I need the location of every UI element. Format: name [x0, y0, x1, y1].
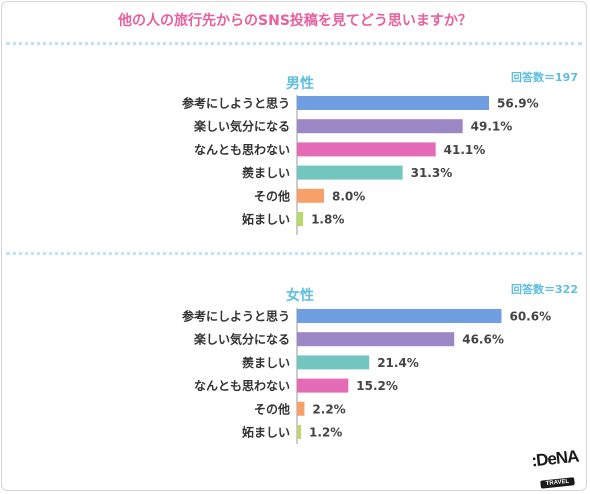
female-category-label: なんとも思わない: [194, 379, 290, 393]
male-category-label: 羨ましい: [242, 165, 290, 180]
female-bar: [297, 355, 370, 370]
female-category-label: 楽しい気分になる: [194, 332, 290, 347]
dena-travel-logo: :DeNA TRAVEL: [528, 446, 584, 490]
male-value-label: 41.1%: [444, 143, 486, 157]
male-bar: [297, 165, 403, 180]
male-category-label: なんとも思わない: [194, 143, 290, 157]
male-bar: [297, 119, 463, 134]
male-value-label: 49.1%: [471, 120, 513, 134]
female-bar: [297, 425, 302, 439]
male-value-label: 31.3%: [411, 166, 453, 180]
chart-title: 他の人の旅行先からのSNS投稿を見てどう思いますか？: [118, 13, 472, 29]
female-category-label: 参考にしようと思う: [182, 309, 290, 324]
female-value-label: 60.6%: [509, 310, 551, 324]
logo-brand: :DeNA: [530, 446, 580, 471]
female-value-label: 15.2%: [356, 379, 398, 393]
female-category-label: その他: [254, 401, 290, 416]
female-section-title: 女性: [286, 288, 314, 304]
male-category-label: 楽しい気分になる: [194, 119, 290, 134]
female-bar: [297, 309, 502, 323]
female-value-label: 1.2%: [309, 426, 342, 440]
female-bar: [297, 401, 305, 416]
male-bar: [297, 142, 436, 157]
male-category-label: その他: [254, 188, 290, 203]
male-bar: [297, 188, 324, 203]
male-value-label: 8.0%: [332, 189, 365, 203]
divider-middle: [6, 252, 582, 255]
female-bar: [297, 378, 349, 393]
female-value-label: 21.4%: [377, 356, 419, 370]
female-category-label: 妬ましい: [242, 425, 290, 440]
male-value-label: 56.9%: [497, 97, 539, 111]
female-category-label: 羨ましい: [242, 355, 290, 370]
male-category-label: 参考にしようと思う: [182, 96, 290, 111]
male-count-label: 回答数＝197: [511, 71, 578, 84]
male-category-label: 妬ましい: [242, 212, 290, 227]
male-bar: [297, 96, 489, 110]
female-value-label: 46.6%: [462, 333, 504, 347]
female-bar: [297, 332, 455, 347]
female-count-label: 回答数＝322: [511, 283, 578, 296]
female-value-label: 2.2%: [312, 402, 345, 416]
divider-top: [6, 42, 582, 45]
male-value-label: 1.8%: [311, 213, 344, 227]
male-section-title: 男性: [286, 76, 314, 92]
male-bar: [297, 212, 304, 226]
